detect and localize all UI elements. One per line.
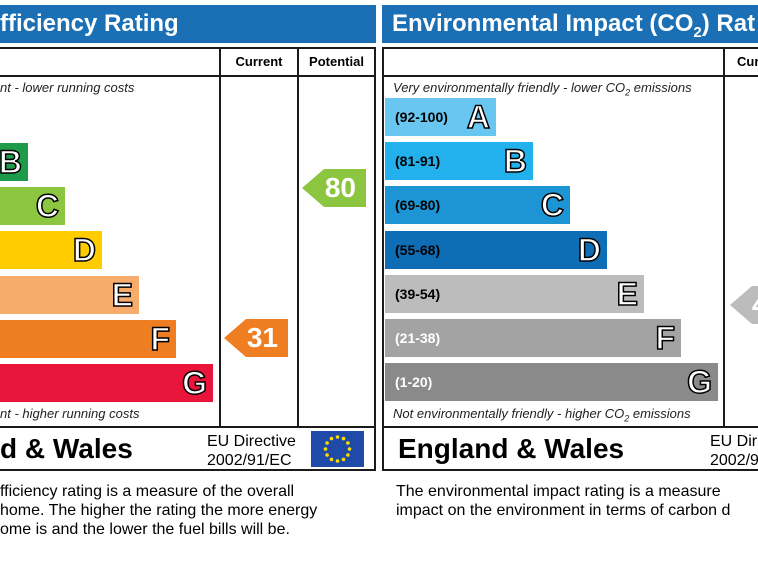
energy-eu-line2: 2002/91/EC bbox=[207, 452, 292, 469]
eu-star-icon bbox=[341, 436, 346, 441]
energy-desc-line2: home. The higher the rating the more ene… bbox=[0, 502, 318, 519]
energy-eu-line1: EU Directive bbox=[207, 433, 296, 450]
energy-desc-line3: ome is and the lower the fuel bills will… bbox=[0, 521, 290, 538]
environment-band-range: (39-54) bbox=[395, 286, 441, 302]
energy-band-letter: F bbox=[150, 320, 171, 358]
energy-footer-rule bbox=[0, 426, 376, 428]
eu-star-icon bbox=[335, 459, 340, 463]
energy-band-letter: B bbox=[0, 143, 23, 181]
energy-chart-frame bbox=[0, 47, 376, 471]
energy-desc-line1: fficiency rating is a measure of the ove… bbox=[0, 483, 295, 500]
energy-header: fficiency Rating bbox=[0, 5, 376, 43]
environment-band-e: (39-54) E bbox=[385, 275, 644, 313]
environment-band-g: (1-20) G bbox=[385, 363, 718, 401]
eu-star-icon bbox=[346, 453, 350, 457]
eu-star-icon bbox=[329, 436, 334, 441]
energy-band-letter: C bbox=[35, 187, 60, 225]
eu-star-icon bbox=[347, 447, 352, 451]
environment-header: Environmental Impact (CO2) Rat bbox=[382, 5, 758, 43]
environment-band-letter: C bbox=[540, 186, 565, 224]
environment-eu-directive: EU Dir 2002/9 bbox=[710, 432, 758, 470]
environment-band-letter: D bbox=[577, 231, 602, 269]
environment-band-letter: B bbox=[503, 142, 528, 180]
environment-header-rule bbox=[382, 75, 758, 77]
environment-divider-current bbox=[723, 47, 725, 427]
eu-star-icon bbox=[341, 457, 346, 462]
eu-star-icon bbox=[325, 453, 329, 457]
energy-divider-current bbox=[219, 47, 221, 427]
energy-header-rule bbox=[0, 75, 376, 77]
energy-potential-value: 80 bbox=[324, 172, 356, 203]
eu-star-icon bbox=[325, 441, 329, 445]
environment-band-range: (92-100) bbox=[395, 109, 448, 125]
environment-title: Environmental Impact (CO2) Rat bbox=[392, 10, 756, 41]
environment-band-d: (55-68) D bbox=[385, 231, 607, 269]
energy-band-g: G bbox=[0, 364, 213, 402]
energy-divider-potential bbox=[297, 47, 299, 427]
energy-band-letter: D bbox=[72, 231, 97, 269]
environment-desc-line2: impact on the environment in terms of ca… bbox=[396, 502, 731, 519]
energy-col-potential: Potential bbox=[309, 54, 364, 69]
environment-bottom-note: Not environmentally friendly - higher CO… bbox=[393, 406, 691, 424]
energy-band-c: C bbox=[0, 187, 65, 225]
environment-band-b: (81-91) B bbox=[385, 142, 533, 180]
environment-band-range: (55-68) bbox=[395, 242, 441, 258]
energy-band-b: B bbox=[0, 143, 28, 181]
energy-band-e: E bbox=[0, 276, 139, 314]
environment-band-letter: F bbox=[655, 319, 676, 357]
environment-eu-line1: EU Dir bbox=[710, 433, 758, 450]
environment-eu-line2: 2002/9 bbox=[710, 452, 758, 469]
environment-footer-region: England & Wales bbox=[398, 433, 625, 464]
energy-band-letter: E bbox=[111, 276, 134, 314]
environment-band-letter: A bbox=[466, 98, 491, 136]
eu-flag-icon bbox=[311, 431, 364, 467]
energy-footer-region: d & Wales bbox=[0, 433, 133, 464]
eu-star-icon bbox=[346, 441, 350, 445]
environment-current-value: 4 bbox=[752, 289, 758, 320]
environment-band-range: (1-20) bbox=[395, 374, 433, 390]
eu-star-icon bbox=[329, 457, 334, 462]
eu-star-icon bbox=[335, 435, 340, 439]
energy-bottom-note: nt - higher running costs bbox=[0, 406, 140, 421]
energy-description: fficiency rating is a measure of the ove… bbox=[0, 482, 317, 539]
environment-band-f: (21-38) F bbox=[385, 319, 681, 357]
environment-band-range: (21-38) bbox=[395, 330, 441, 346]
environment-col-current: Cur bbox=[737, 54, 758, 69]
energy-band-f: F bbox=[0, 320, 176, 358]
energy-current-value: 31 bbox=[246, 322, 278, 353]
environment-band-c: (69-80) C bbox=[385, 186, 570, 224]
environment-band-range: (69-80) bbox=[395, 197, 441, 213]
eu-star-icon bbox=[323, 447, 328, 451]
energy-eu-directive: EU Directive 2002/91/EC bbox=[207, 432, 296, 470]
energy-top-note: nt - lower running costs bbox=[0, 80, 135, 95]
environment-band-range: (81-91) bbox=[395, 153, 441, 169]
environment-footer-rule bbox=[382, 426, 758, 428]
energy-col-current: Current bbox=[235, 54, 283, 69]
energy-band-d: D bbox=[0, 231, 102, 269]
environment-chart-frame bbox=[382, 47, 758, 471]
environment-band-letter: E bbox=[616, 275, 639, 313]
environment-desc-line1: The environmental impact rating is a mea… bbox=[396, 483, 721, 500]
environment-description: The environmental impact rating is a mea… bbox=[396, 482, 730, 520]
environment-band-letter: G bbox=[686, 363, 712, 401]
environment-top-note: Very environmentally friendly - lower CO… bbox=[393, 80, 692, 98]
environment-band-a: (92-100) A bbox=[385, 98, 496, 136]
energy-title: fficiency Rating bbox=[0, 10, 179, 37]
energy-band-letter: G bbox=[181, 364, 207, 402]
